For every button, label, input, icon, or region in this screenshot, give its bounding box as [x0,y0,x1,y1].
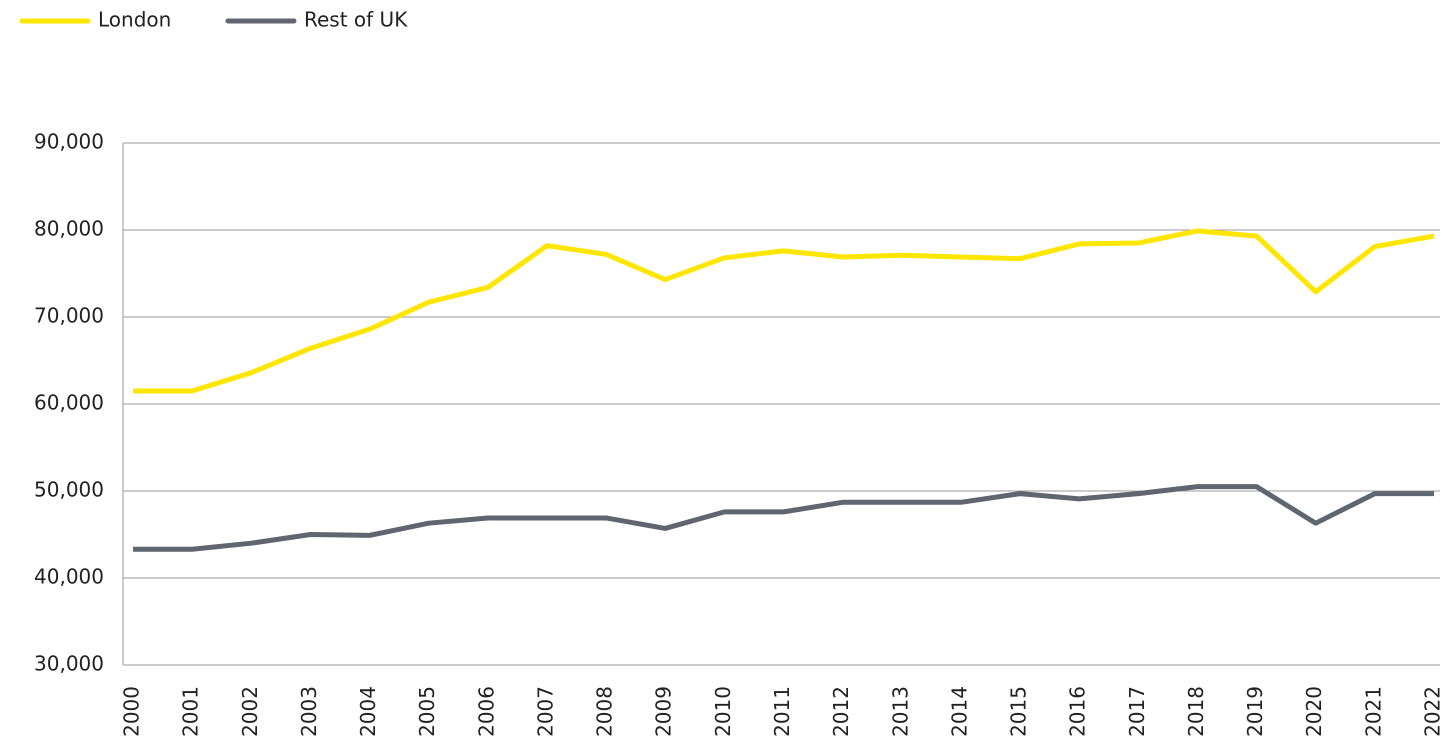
legend-label: Rest of UK [304,8,408,32]
y-tick-label: 30,000 [34,652,104,676]
y-tick-label: 50,000 [34,478,104,502]
x-tick-label: 2012 [829,686,853,737]
x-tick-label: 2008 [593,686,617,737]
x-tick-label: 2013 [888,686,912,737]
x-tick-label: 2005 [415,686,439,737]
x-tick-label: 2015 [1007,686,1031,737]
x-tick-label: 2000 [120,686,144,737]
x-tick-label: 2003 [297,686,321,737]
x-tick-label: 2021 [1361,686,1385,737]
x-tick-label: 2010 [711,686,735,737]
x-tick-label: 2009 [652,686,676,737]
x-tick-label: 2018 [1184,686,1208,737]
legend-label: London [98,8,171,32]
x-tick-label: 2004 [356,686,380,737]
series-line [133,228,1435,394]
y-tick-label: 90,000 [34,130,104,154]
y-tick-label: 40,000 [34,565,104,589]
x-tick-label: 2011 [770,686,794,737]
x-tick-label: 2006 [474,686,498,737]
x-tick-label: 2001 [179,686,203,737]
x-tick-label: 2007 [533,686,557,737]
x-tick-label: 2016 [1066,686,1090,737]
y-tick-label: 80,000 [34,217,104,241]
x-tick-label: 2017 [1125,686,1149,737]
x-tick-label: 2020 [1302,686,1326,737]
x-tick-label: 2019 [1243,686,1267,737]
series-line [133,484,1434,552]
x-tick-label: 2014 [947,686,971,737]
x-tick-label: 2002 [238,686,262,737]
x-tick-label: 2022 [1421,686,1442,737]
y-tick-label: 60,000 [34,391,104,415]
y-tick-label: 70,000 [34,304,104,328]
